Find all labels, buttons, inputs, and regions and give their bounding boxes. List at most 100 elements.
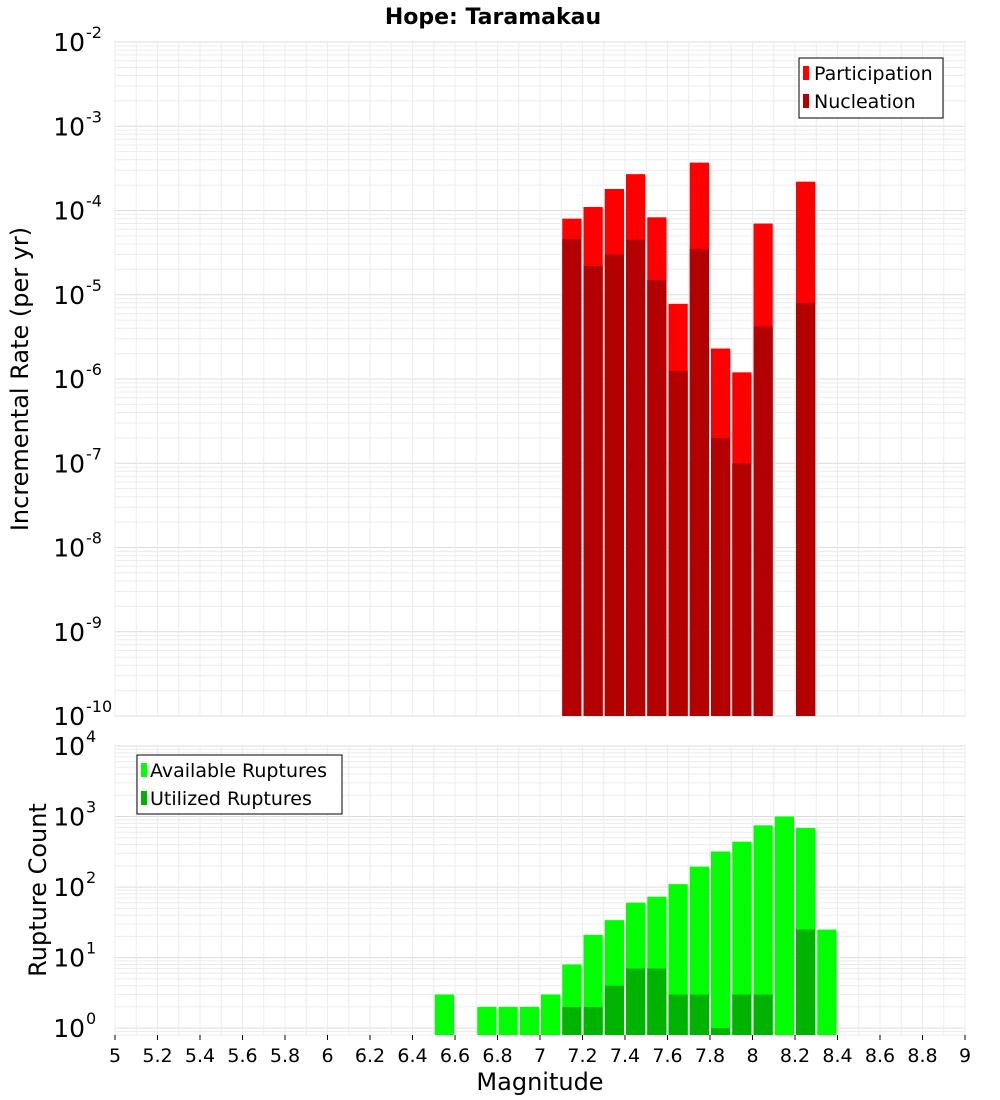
rate-legend: Participation Nucleation [798, 57, 944, 119]
rate-legend-box [798, 57, 944, 119]
y-tick-label: 10 [53, 197, 85, 226]
x-tick-label: 7.8 [695, 1045, 725, 1067]
bar-utilized-ruptures [626, 968, 646, 1035]
bar-utilized-ruptures [604, 985, 624, 1035]
y-tick-label: 10 [53, 112, 85, 141]
bar-utilized-ruptures [583, 1006, 603, 1035]
bar-nucleation [583, 265, 603, 716]
bar-nucleation [626, 239, 646, 716]
x-tick-label: 8 [746, 1045, 758, 1067]
y-tick-label: 10 [53, 873, 85, 902]
y-tick-exponent: -9 [86, 613, 102, 632]
bar-available-ruptures [477, 1006, 497, 1035]
y-tick-label: 10 [53, 534, 85, 563]
bar-nucleation [796, 302, 816, 716]
count-bars [434, 816, 837, 1035]
bar-available-ruptures [711, 851, 731, 1035]
x-tick-label: 8.8 [907, 1045, 937, 1067]
bar-available-ruptures [541, 994, 561, 1035]
bar-nucleation [647, 279, 667, 716]
y-tick-label: 10 [53, 449, 85, 478]
y-tick-exponent: -4 [86, 192, 102, 211]
x-tick-label: 5.2 [142, 1045, 172, 1067]
bar-available-ruptures [689, 866, 709, 1035]
bar-available-ruptures [753, 825, 773, 1035]
y-tick-exponent: -5 [86, 276, 102, 295]
legend-utilized-swatch [141, 791, 147, 805]
count-legend-box [136, 754, 343, 815]
x-tick-label: 6.4 [397, 1045, 427, 1067]
rate-y-axis-label: Incremental Rate (per yr) [6, 227, 34, 531]
y-tick-label: 10 [53, 803, 85, 832]
x-tick-label: 7.2 [567, 1045, 597, 1067]
legend-available-label: Available Ruptures [150, 760, 327, 782]
bar-utilized-ruptures [562, 1006, 582, 1035]
rate-gridlines [114, 41, 966, 717]
legend-available-swatch [141, 763, 147, 777]
x-tick-label: 5.4 [185, 1045, 215, 1067]
x-tick-label: 6.6 [440, 1045, 470, 1067]
y-tick-label: 10 [53, 944, 85, 973]
y-tick-label: 10 [53, 702, 85, 731]
bar-utilized-ruptures [647, 968, 667, 1035]
bar-nucleation [711, 437, 731, 716]
x-tick-label: 6 [321, 1045, 333, 1067]
y-tick-exponent: 0 [86, 1009, 96, 1028]
bar-available-ruptures [774, 816, 794, 1035]
bar-available-ruptures [519, 1006, 539, 1035]
count-y-axis-label: Rupture Count [24, 803, 52, 977]
x-tick-label: 6.2 [355, 1045, 385, 1067]
rate-bars [562, 162, 816, 717]
x-tick-label: 5.8 [270, 1045, 300, 1067]
y-tick-exponent: 1 [86, 939, 96, 958]
legend-nucleation-swatch [803, 94, 809, 108]
y-tick-exponent: 4 [86, 727, 96, 746]
y-tick-exponent: -10 [86, 697, 112, 716]
y-tick-label: 10 [53, 618, 85, 647]
x-tick-label: 8.6 [865, 1045, 895, 1067]
x-tick-label: 5.6 [227, 1045, 257, 1067]
y-tick-label: 10 [53, 28, 85, 57]
rate-y-ticks: 10-210-310-410-510-610-710-810-910-10 [53, 23, 112, 731]
y-tick-exponent: -6 [86, 360, 102, 379]
bar-nucleation [604, 254, 624, 716]
chart-title: Hope: Taramakau [385, 5, 601, 30]
x-tick-label: 8.4 [822, 1045, 852, 1067]
y-tick-exponent: 3 [86, 798, 96, 817]
bar-available-ruptures [732, 841, 752, 1035]
legend-utilized-label: Utilized Ruptures [150, 788, 312, 810]
y-tick-exponent: -8 [86, 529, 102, 548]
bar-utilized-ruptures [711, 1028, 731, 1035]
bar-utilized-ruptures [732, 994, 752, 1035]
x-tick-label: 7.6 [652, 1045, 682, 1067]
y-tick-exponent: -3 [86, 107, 102, 126]
count-legend: Available Ruptures Utilized Ruptures [136, 754, 343, 815]
x-axis-label: Magnitude [476, 1068, 603, 1096]
bar-available-ruptures [434, 994, 454, 1035]
legend-nucleation-label: Nucleation [814, 91, 916, 113]
x-tick-label: 5 [109, 1045, 121, 1067]
bar-utilized-ruptures [668, 994, 688, 1035]
bar-nucleation [668, 370, 688, 716]
y-tick-exponent: -7 [86, 444, 102, 463]
count-gridlines [114, 745, 966, 1036]
bar-utilized-ruptures [689, 994, 709, 1035]
magnitude-x-ticks: 5 5.2 5.4 5.6 5.8 6 6.2 6.4 6.6 6.8 7 7.2 7.4 7.6 7.8 8… [109, 1035, 971, 1067]
y-tick-label: 10 [53, 732, 85, 761]
bar-nucleation [562, 238, 582, 716]
y-tick-exponent: -2 [86, 23, 102, 42]
y-tick-exponent: 2 [86, 868, 96, 887]
x-tick-label: 9 [959, 1045, 971, 1067]
x-tick-label: 6.8 [482, 1045, 512, 1067]
bar-available-ruptures [817, 929, 837, 1035]
bar-utilized-ruptures [753, 994, 773, 1035]
legend-participation-label: Participation [814, 63, 933, 85]
bar-nucleation [732, 463, 752, 716]
bar-utilized-ruptures [796, 929, 816, 1035]
legend-participation-swatch [803, 66, 809, 80]
x-tick-label: 7 [534, 1045, 546, 1067]
bar-available-ruptures [498, 1006, 518, 1035]
x-tick-label: 8.2 [780, 1045, 810, 1067]
